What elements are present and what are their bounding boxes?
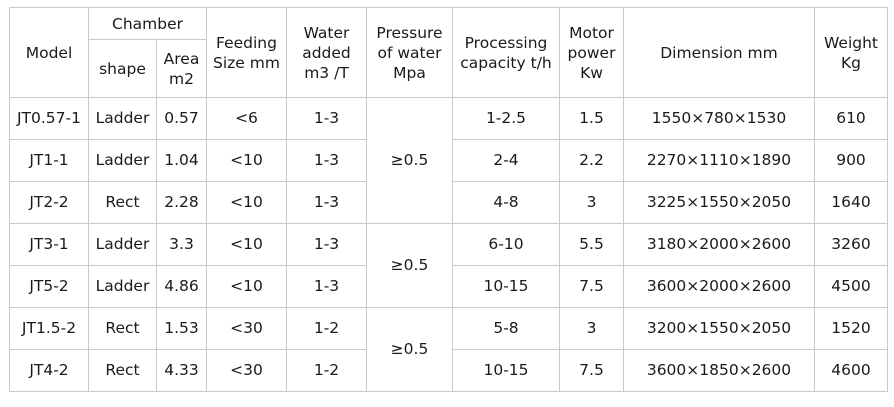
header-area: Area m2 <box>156 39 207 98</box>
cell-area: 1.53 <box>156 307 207 350</box>
cell-weight: 610 <box>814 97 888 140</box>
cell-area: 3.3 <box>156 223 207 266</box>
cell-feeding: <10 <box>206 223 287 266</box>
cell-weight: 3260 <box>814 223 888 266</box>
cell-feeding: <10 <box>206 139 287 182</box>
cell-feeding: <10 <box>206 265 287 308</box>
cell-capacity: 4-8 <box>452 181 560 224</box>
cell-motor: 2.2 <box>559 139 624 182</box>
table-row: JT0.57-1 Ladder 0.57 <6 1-3 ≥0.5 1-2.5 1… <box>9 97 888 224</box>
cell-water: 1-3 <box>286 265 367 308</box>
cell-shape: Rect <box>88 349 157 392</box>
cell-shape: Ladder <box>88 139 157 182</box>
cell-weight: 1640 <box>814 181 888 224</box>
cell-shape: Ladder <box>88 97 157 140</box>
cell-water: 1-3 <box>286 181 367 224</box>
cell-capacity: 10-15 <box>452 349 560 392</box>
cell-capacity: 1-2.5 <box>452 97 560 140</box>
cell-water: 1-2 <box>286 349 367 392</box>
header-dimension: Dimension mm <box>623 7 815 98</box>
header-shape: shape <box>88 39 157 98</box>
cell-dimension: 3600×1850×2600 <box>623 349 815 392</box>
cell-dimension: 3180×2000×2600 <box>623 223 815 266</box>
header-capacity: Processing capacity t/h <box>452 7 560 98</box>
cell-area: 4.33 <box>156 349 207 392</box>
cell-dimension: 3200×1550×2050 <box>623 307 815 350</box>
table-row: JT3-1 Ladder 3.3 <10 1-3 ≥0.5 6-10 5.5 3… <box>9 223 888 308</box>
cell-motor: 5.5 <box>559 223 624 266</box>
cell-weight: 1520 <box>814 307 888 350</box>
cell-feeding: <6 <box>206 97 287 140</box>
cell-shape: Ladder <box>88 223 157 266</box>
cell-pressure-group-1: ≥0.5 <box>366 97 453 224</box>
cell-model: JT0.57-1 <box>9 97 89 140</box>
cell-capacity: 10-15 <box>452 265 560 308</box>
cell-model: JT1.5-2 <box>9 307 89 350</box>
cell-area: 4.86 <box>156 265 207 308</box>
cell-area: 1.04 <box>156 139 207 182</box>
cell-motor: 3 <box>559 307 624 350</box>
cell-motor: 1.5 <box>559 97 624 140</box>
table-row: JT1-1 Ladder 1.04 <10 1-3 2-4 2.2 2270×1… <box>9 139 888 182</box>
cell-water: 1-2 <box>286 307 367 350</box>
header-water-added: Water added m3 /T <box>286 7 367 98</box>
cell-area: 0.57 <box>156 97 207 140</box>
cell-dimension: 3225×1550×2050 <box>623 181 815 224</box>
cell-capacity: 5-8 <box>452 307 560 350</box>
cell-motor: 7.5 <box>559 349 624 392</box>
cell-feeding: <30 <box>206 307 287 350</box>
cell-area: 2.28 <box>156 181 207 224</box>
header-motor-power: Motor power Kw <box>559 7 624 98</box>
header-model: Model <box>9 7 89 98</box>
cell-capacity: 6-10 <box>452 223 560 266</box>
cell-dimension: 1550×780×1530 <box>623 97 815 140</box>
cell-pressure-group-2: ≥0.5 <box>366 223 453 308</box>
table-row: JT5-2 Ladder 4.86 <10 1-3 10-15 7.5 3600… <box>9 265 888 308</box>
cell-dimension: 3600×2000×2600 <box>623 265 815 308</box>
table-row: JT4-2 Rect 4.33 <30 1-2 10-15 7.5 3600×1… <box>9 349 888 392</box>
header-water-pressure: Pressure of water Mpa <box>366 7 453 98</box>
cell-model: JT5-2 <box>9 265 89 308</box>
cell-model: JT1-1 <box>9 139 89 182</box>
cell-feeding: <10 <box>206 181 287 224</box>
cell-motor: 7.5 <box>559 265 624 308</box>
cell-model: JT4-2 <box>9 349 89 392</box>
cell-shape: Rect <box>88 307 157 350</box>
header-weight: Weight Kg <box>814 7 888 98</box>
cell-dimension: 2270×1110×1890 <box>623 139 815 182</box>
cell-weight: 900 <box>814 139 888 182</box>
header-feeding-size: Feeding Size mm <box>206 7 287 98</box>
cell-model: JT3-1 <box>9 223 89 266</box>
cell-capacity: 2-4 <box>452 139 560 182</box>
table-row: JT2-2 Rect 2.28 <10 1-3 4-8 3 3225×1550×… <box>9 181 888 224</box>
spec-table-container: Model Chamber Feeding Size mm Water adde… <box>9 7 888 392</box>
cell-water: 1-3 <box>286 223 367 266</box>
cell-weight: 4600 <box>814 349 888 392</box>
cell-motor: 3 <box>559 181 624 224</box>
spec-table: Model Chamber Feeding Size mm Water adde… <box>9 7 888 392</box>
cell-water: 1-3 <box>286 139 367 182</box>
cell-feeding: <30 <box>206 349 287 392</box>
cell-shape: Rect <box>88 181 157 224</box>
cell-shape: Ladder <box>88 265 157 308</box>
cell-water: 1-3 <box>286 97 367 140</box>
table-row: JT1.5-2 Rect 1.53 <30 1-2 ≥0.5 5-8 3 320… <box>9 307 888 392</box>
cell-pressure-group-3: ≥0.5 <box>366 307 453 392</box>
header-chamber: Chamber <box>88 7 207 40</box>
cell-weight: 4500 <box>814 265 888 308</box>
cell-model: JT2-2 <box>9 181 89 224</box>
